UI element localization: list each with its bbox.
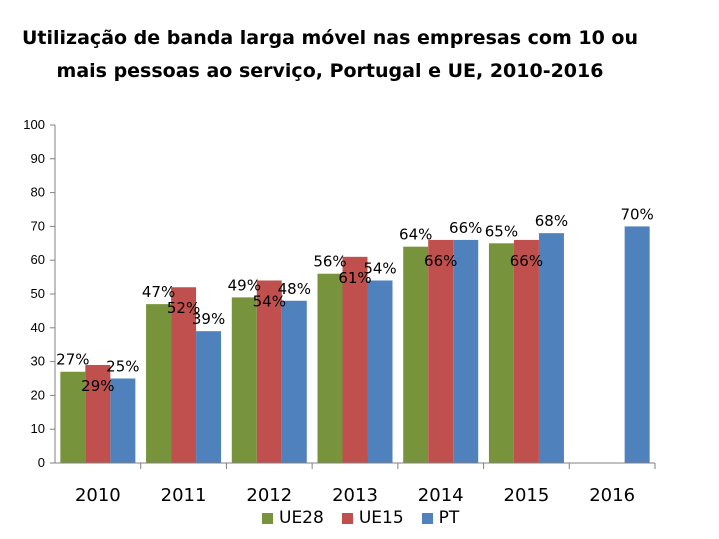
data-label-ue15: 66%: [510, 252, 543, 270]
bar-ue15-2012: [256, 280, 282, 463]
data-label-ue28: 56%: [313, 253, 346, 271]
bar-pt-2014: [453, 239, 479, 463]
data-label-pt: 48%: [278, 280, 311, 298]
data-label-ue28: 64%: [399, 226, 432, 244]
data-label-ue28: 65%: [485, 222, 518, 240]
bar-ue28-2011: [146, 304, 172, 463]
bar-ue28-2012: [231, 297, 257, 463]
y-tick-label: 80: [31, 185, 45, 200]
y-tick-label: 90: [31, 151, 45, 166]
legend-swatch-ue15: [341, 512, 353, 524]
x-tick-label: 2013: [332, 485, 378, 506]
data-label-pt: 70%: [620, 205, 653, 223]
bar-pt-2012: [281, 300, 307, 463]
x-tick-label: 2012: [246, 485, 292, 506]
data-label-ue15: 66%: [424, 252, 457, 270]
y-tick-label: 40: [31, 320, 45, 335]
data-label-ue28: 47%: [142, 283, 175, 301]
chart-title: Utilização de banda larga móvel nas empr…: [0, 22, 660, 88]
data-label-pt: 66%: [449, 219, 482, 237]
x-tick-label: 2014: [418, 485, 464, 506]
legend: UE28 UE15 PT: [262, 508, 477, 528]
bar-ue28-2015: [488, 243, 514, 463]
data-label-ue15: 61%: [338, 269, 371, 287]
data-label-ue28: 49%: [228, 276, 261, 294]
bar-ue28-2013: [317, 273, 343, 463]
legend-label-pt: PT: [438, 508, 460, 528]
bar-ue15-2011: [171, 287, 197, 463]
bar-pt-2016: [624, 226, 650, 463]
x-tick-label: 2011: [161, 485, 207, 506]
chart-title-line-1: Utilização de banda larga móvel nas empr…: [22, 27, 638, 49]
x-tick-label: 2015: [504, 485, 550, 506]
y-tick-label: 100: [23, 117, 45, 132]
legend-item-pt: PT: [421, 508, 460, 528]
chart-title-line-2: mais pessoas ao serviço, Portugal e UE, …: [56, 60, 604, 82]
bar-pt-2010: [110, 378, 136, 463]
bar-pt-2015: [538, 233, 564, 463]
y-tick-label: 0: [38, 455, 45, 470]
data-label-pt: 39%: [192, 310, 225, 328]
data-label-ue15: 54%: [253, 292, 286, 310]
y-tick-label: 60: [31, 252, 45, 267]
legend-label-ue28: UE28: [279, 508, 324, 528]
data-label-pt: 68%: [535, 212, 568, 230]
data-label-ue28: 27%: [56, 351, 89, 369]
y-tick-label: 20: [31, 387, 45, 402]
y-tick-label: 70: [31, 218, 45, 233]
bar-ue15-2014: [428, 239, 454, 463]
x-tick-label: 2016: [589, 485, 635, 506]
data-label-pt: 25%: [106, 358, 139, 376]
data-label-ue15: 29%: [81, 377, 114, 395]
legend-swatch-pt: [421, 512, 433, 524]
y-tick-label: 10: [31, 421, 45, 436]
legend-label-ue15: UE15: [358, 508, 404, 528]
bar-ue15-2010: [85, 364, 111, 463]
x-tick-label: 2010: [75, 485, 121, 506]
bar-pt-2011: [196, 331, 222, 463]
y-tick-label: 50: [31, 286, 45, 301]
y-tick-label: 30: [31, 354, 45, 369]
bar-ue28-2014: [403, 246, 429, 463]
bar-ue28-2010: [60, 371, 86, 463]
legend-item-ue15: UE15: [341, 508, 404, 528]
legend-item-ue28: UE28: [262, 508, 324, 528]
bar-ue15-2013: [342, 256, 368, 463]
data-label-pt: 54%: [363, 259, 396, 277]
data-label-ue15: 52%: [167, 299, 200, 317]
bar-ue15-2015: [513, 239, 539, 463]
legend-swatch-ue28: [262, 512, 273, 524]
bar-pt-2013: [367, 280, 393, 463]
